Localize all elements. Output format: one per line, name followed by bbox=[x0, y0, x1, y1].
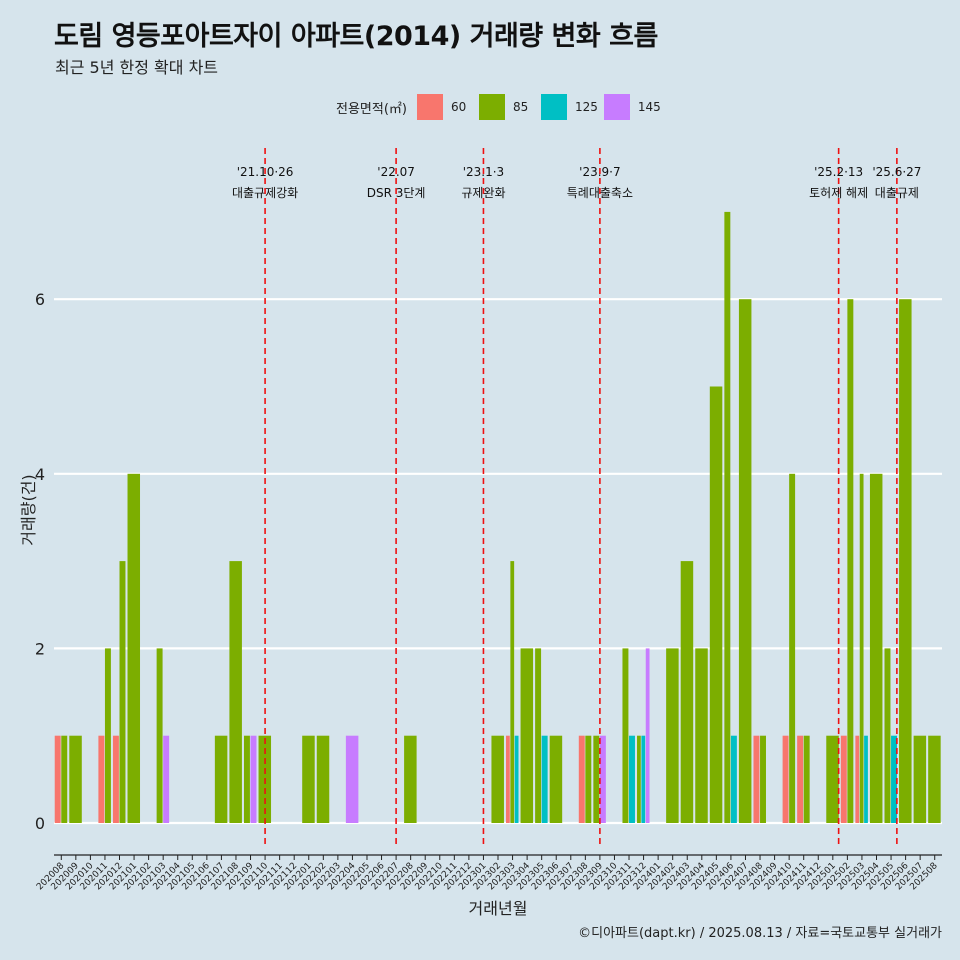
legend-swatch-145 bbox=[603, 94, 630, 120]
bar-202402-85 bbox=[666, 648, 679, 823]
legend-item-85: 85 bbox=[478, 94, 535, 120]
bar-202302-85 bbox=[491, 735, 504, 823]
legend-swatch-125 bbox=[540, 94, 567, 120]
legend-label-60: 60 bbox=[450, 100, 467, 114]
event-date-2: '23.1·3 bbox=[463, 165, 504, 179]
bar-202410-85 bbox=[789, 473, 796, 823]
bar-202312-125 bbox=[641, 735, 646, 823]
bar-202303-85 bbox=[510, 561, 515, 823]
bar-202012-85 bbox=[119, 561, 126, 823]
bar-202011-85 bbox=[104, 648, 111, 823]
bar-202502-85 bbox=[847, 299, 854, 823]
x-axis-title: 거래년월 bbox=[469, 899, 528, 918]
bar-202202-85 bbox=[316, 735, 330, 823]
legend: 전용면적(㎡) 60 85 125 145 bbox=[336, 93, 667, 121]
bar-202309-85 bbox=[593, 735, 600, 823]
bar-202012-60 bbox=[112, 735, 119, 823]
bar-202305-125 bbox=[541, 735, 548, 823]
bar-202410-60 bbox=[782, 735, 789, 823]
bar-202411-60 bbox=[797, 735, 804, 823]
y-axis-title: 거래량(건) bbox=[19, 474, 38, 545]
y-tick-label-4: 4 bbox=[35, 465, 45, 484]
bar-202008-60 bbox=[54, 735, 61, 823]
event-date-1: '22.07 bbox=[377, 165, 415, 179]
chart-subtitle: 최근 5년 한정 확대 차트 bbox=[55, 58, 219, 77]
legend-swatch-60 bbox=[416, 94, 443, 120]
event-date-5: '25.6·27 bbox=[872, 165, 921, 179]
bar-202507-85 bbox=[913, 735, 927, 823]
bar-202406-85 bbox=[724, 211, 731, 823]
bar-202405-85 bbox=[709, 386, 723, 823]
bar-202011-60 bbox=[98, 735, 105, 823]
bar-202103-145 bbox=[163, 735, 170, 823]
bar-202508-85 bbox=[928, 735, 941, 823]
legend-label-145: 145 bbox=[637, 100, 661, 114]
bar-202308-60 bbox=[578, 735, 585, 823]
bar-202502-60 bbox=[840, 735, 847, 823]
bar-202208-85 bbox=[404, 735, 417, 823]
bar-202312-145 bbox=[645, 648, 650, 823]
event-label-2: 규제완화 bbox=[461, 186, 505, 200]
event-date-0: '21.10·26 bbox=[237, 165, 294, 179]
legend-swatch-85 bbox=[478, 94, 505, 120]
legend-label-85: 85 bbox=[512, 100, 529, 114]
legend-item-125: 125 bbox=[540, 94, 598, 120]
bar-202503-85 bbox=[859, 473, 864, 823]
bar-202201-85 bbox=[302, 735, 315, 823]
bar-202008-85 bbox=[61, 735, 68, 823]
bar-202408-85 bbox=[760, 735, 766, 823]
bar-202305-85 bbox=[535, 648, 542, 823]
bar-202103-85 bbox=[156, 648, 163, 823]
bar-202408-60 bbox=[753, 735, 760, 823]
event-label-1: DSR 3단계 bbox=[367, 186, 426, 200]
event-label-0: 대출규제강화 bbox=[232, 186, 298, 200]
bar-202304-85 bbox=[520, 648, 534, 823]
bar-202308-85 bbox=[585, 735, 592, 823]
bar-202504-85 bbox=[869, 473, 883, 823]
legend-item-60: 60 bbox=[416, 94, 473, 120]
chart-title: 도림 영등포아트자이 아파트(2014) 거래량 변화 흐름 bbox=[54, 21, 658, 52]
legend-item-145: 145 bbox=[603, 94, 661, 120]
bar-202109-145 bbox=[250, 735, 257, 823]
bar-202311-125 bbox=[629, 735, 635, 823]
bar-202501-85 bbox=[826, 735, 839, 823]
bar-202306-85 bbox=[549, 735, 563, 823]
y-tick-label-0: 0 bbox=[35, 814, 45, 833]
bar-202403-85 bbox=[680, 561, 694, 823]
bar-202303-125 bbox=[514, 735, 519, 823]
bar-202506-85 bbox=[899, 299, 912, 823]
bar-202406-125 bbox=[730, 735, 737, 823]
bar-202107-85 bbox=[214, 735, 228, 823]
event-label-3: 특례대출축소 bbox=[567, 186, 633, 200]
bar-202407-85 bbox=[738, 299, 752, 823]
legend-label-125: 125 bbox=[574, 100, 598, 114]
bar-202505-125 bbox=[891, 735, 897, 823]
bar-202505-85 bbox=[884, 648, 891, 823]
bar-202312-85 bbox=[637, 735, 641, 823]
event-label-5: 대출규제 bbox=[875, 186, 919, 200]
bar-202101-85 bbox=[127, 473, 141, 823]
bar-202503-60 bbox=[855, 735, 860, 823]
event-date-3: '23.9·7 bbox=[579, 165, 620, 179]
y-tick-label-2: 2 bbox=[35, 639, 45, 658]
bar-202411-85 bbox=[803, 735, 810, 823]
event-label-4: 토허제 해제 bbox=[809, 186, 868, 200]
event-date-4: '25.2·13 bbox=[814, 165, 863, 179]
bar-202108-85 bbox=[229, 561, 242, 823]
bar-202204-145 bbox=[345, 735, 359, 823]
bar-202303-60 bbox=[506, 735, 510, 823]
legend-title: 전용면적(㎡) bbox=[336, 101, 407, 117]
bar-202404-85 bbox=[695, 648, 708, 823]
bar-202503-125 bbox=[864, 735, 868, 823]
bar-202009-85 bbox=[69, 735, 82, 823]
y-tick-label-6: 6 bbox=[35, 290, 45, 309]
bar-202309-145 bbox=[599, 735, 606, 823]
bar-202109-85 bbox=[243, 735, 250, 823]
bar-202311-85 bbox=[622, 648, 629, 823]
source-caption: ©디아파트(dapt.kr) / 2025.08.13 / 자료=국토교통부 실… bbox=[578, 926, 942, 941]
